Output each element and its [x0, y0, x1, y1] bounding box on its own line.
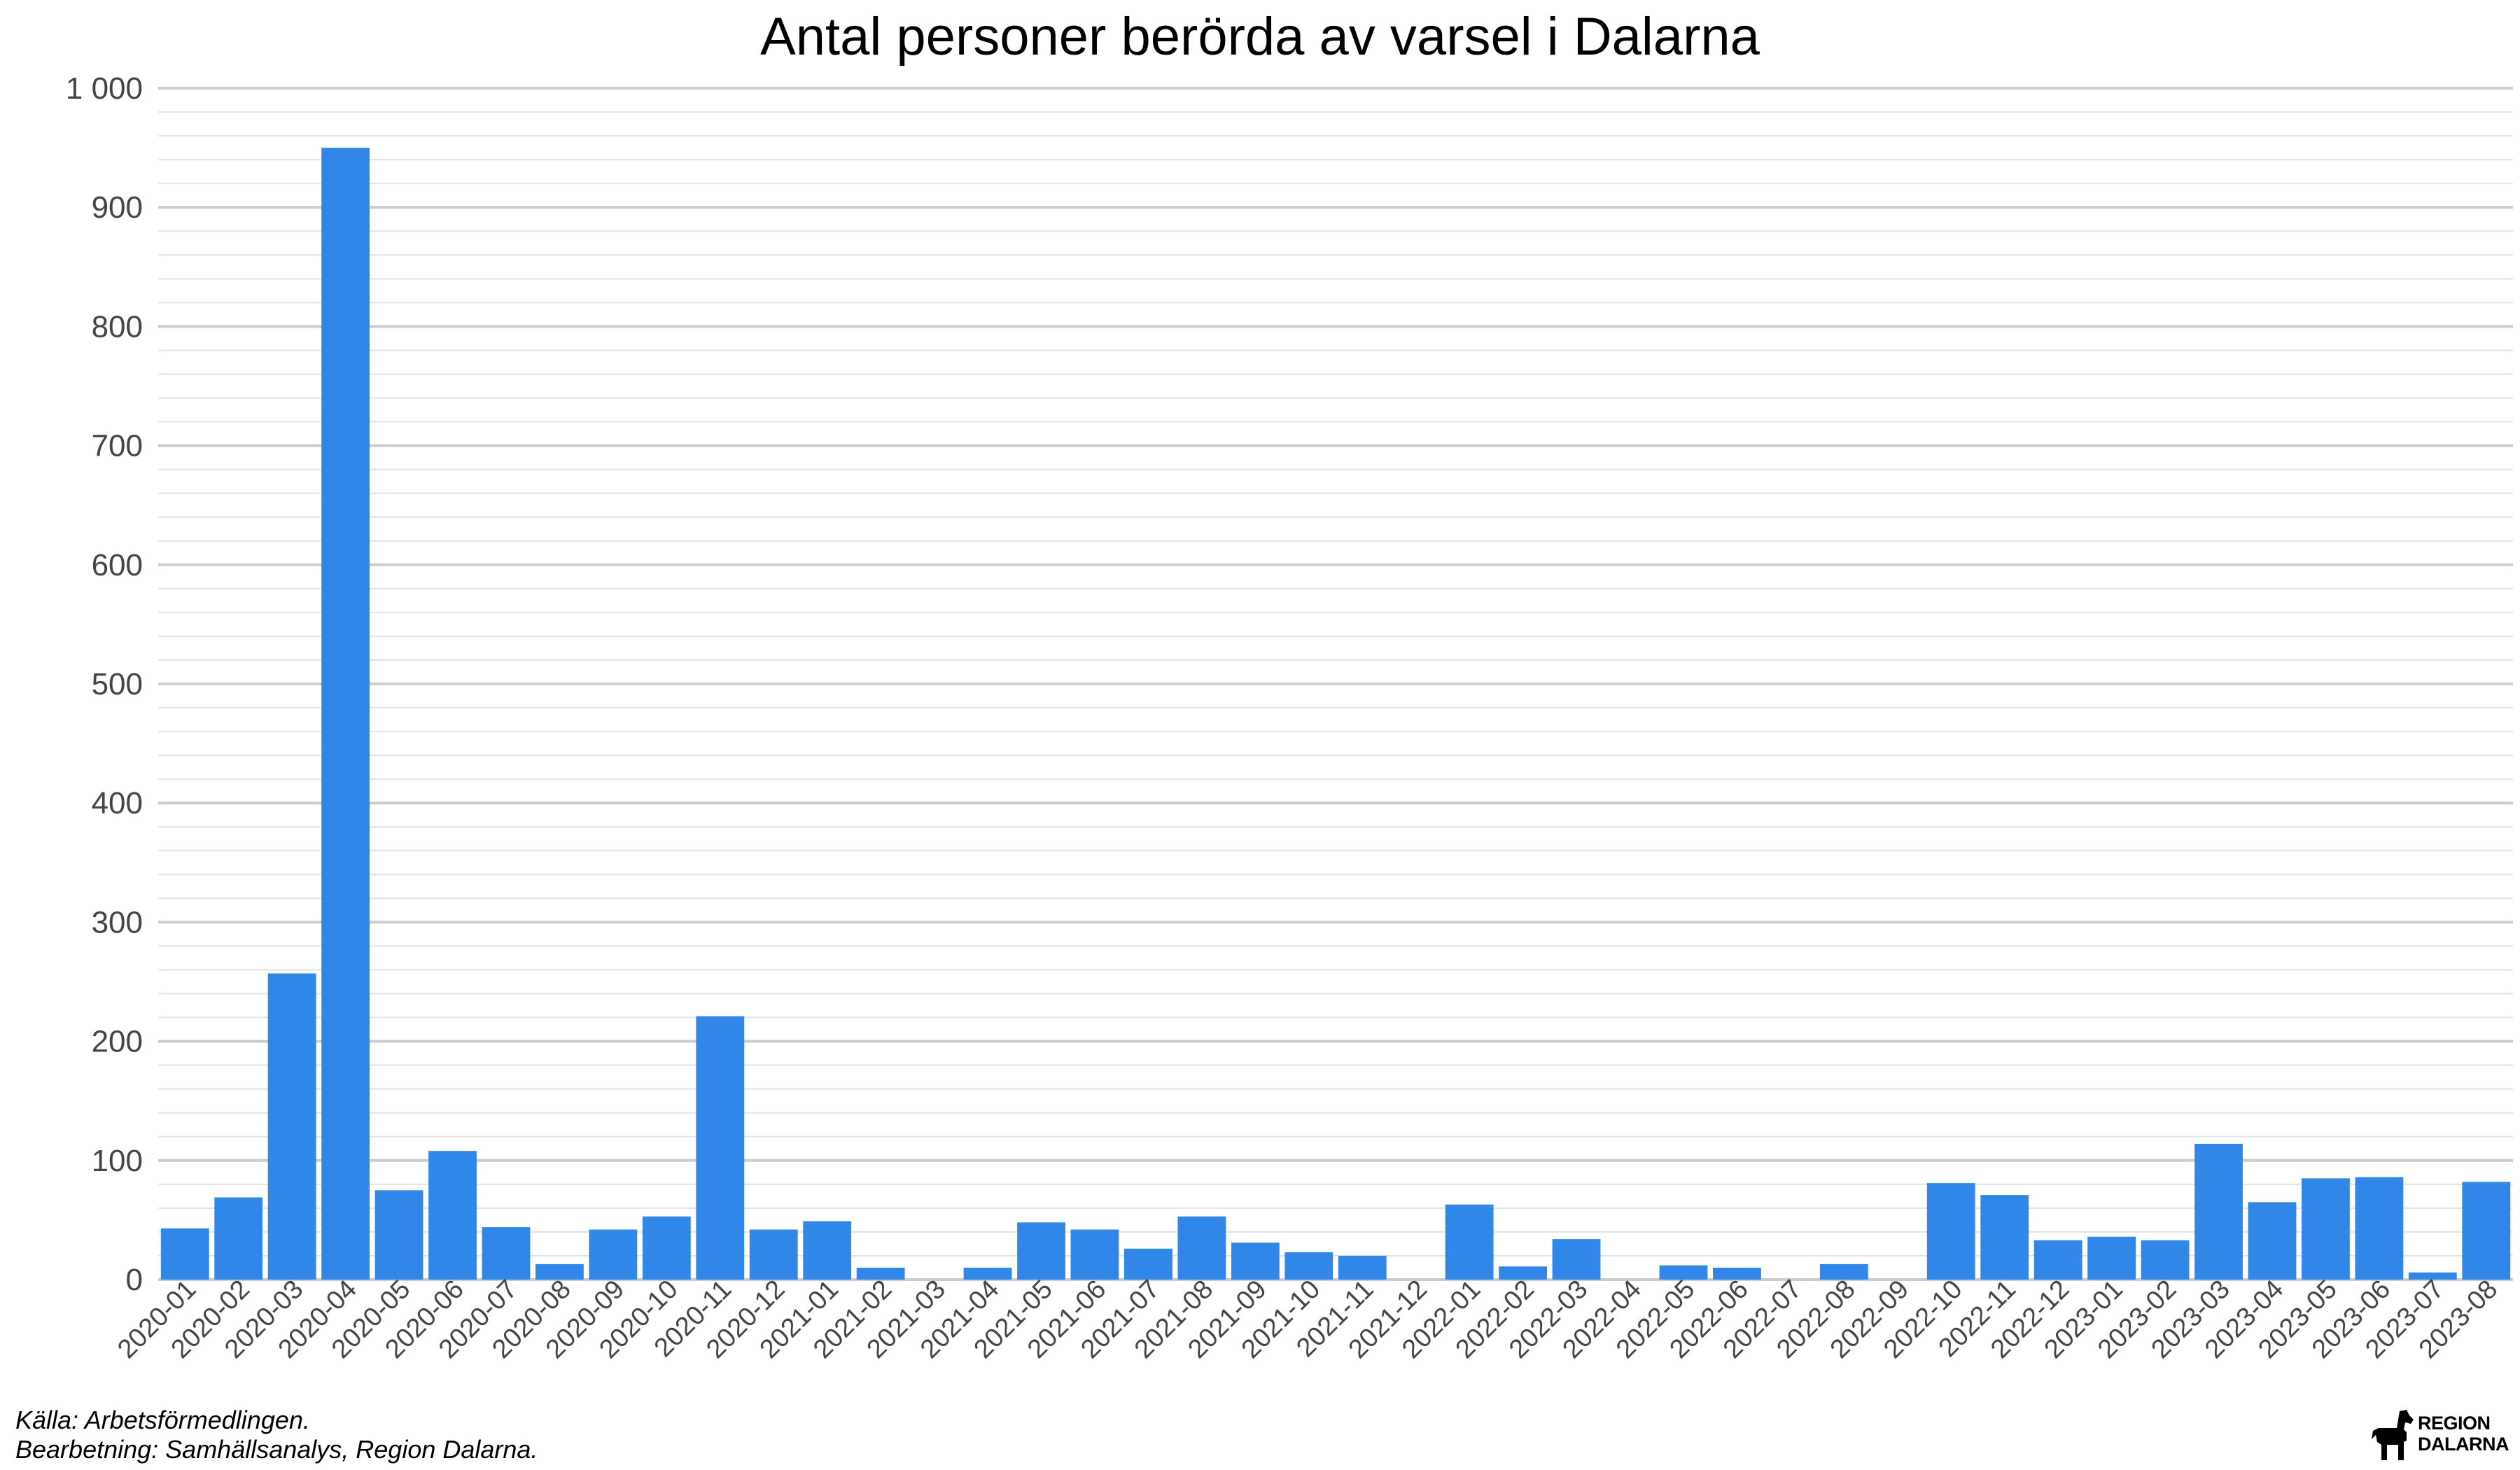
bar-2020-09	[589, 1229, 638, 1280]
y-tick-label: 800	[92, 309, 143, 344]
bar-2020-02	[214, 1197, 263, 1280]
y-tick-label: 600	[92, 548, 143, 582]
bar-2022-06	[1713, 1267, 1761, 1280]
y-tick-label: 1 000	[66, 71, 143, 106]
bar-2021-08	[1177, 1216, 1226, 1280]
y-tick-label: 300	[92, 905, 143, 939]
bar-2022-02	[1499, 1266, 1547, 1280]
bar-2021-01	[803, 1221, 852, 1280]
bar-2022-08	[1819, 1264, 1868, 1280]
bar-2020-06	[428, 1151, 477, 1280]
bar-2022-05	[1659, 1265, 1708, 1280]
bar-2020-01	[160, 1228, 209, 1280]
bar-2023-08	[2462, 1182, 2511, 1280]
bar-2023-04	[2248, 1202, 2297, 1280]
gridlines	[158, 87, 2513, 1281]
y-tick-label: 900	[92, 190, 143, 225]
y-axis-ticks: 0 100 200 300 400 500 600 700 800 900 1 000	[66, 71, 143, 1297]
bar-2022-01	[1445, 1204, 1494, 1280]
bar-2021-02	[856, 1267, 905, 1280]
dala-horse-icon	[2372, 1410, 2414, 1460]
x-axis-ticks: 2020-012020-022020-032020-042020-052020-…	[112, 1275, 2503, 1364]
bar-2020-07	[482, 1227, 531, 1280]
bar-2023-07	[2408, 1272, 2457, 1280]
bar-2023-06	[2355, 1177, 2404, 1280]
bar-2022-11	[1980, 1195, 2029, 1280]
bar-2021-06	[1070, 1229, 1119, 1280]
y-tick-label: 700	[92, 429, 143, 463]
bars	[160, 148, 2511, 1280]
bar-2021-04	[963, 1267, 1012, 1280]
logo-text: REGION DALARNA	[2418, 1413, 2509, 1455]
bar-2023-03	[2194, 1143, 2243, 1280]
bar-2023-01	[2087, 1236, 2136, 1280]
bar-2022-03	[1552, 1239, 1601, 1280]
bar-2020-05	[374, 1190, 424, 1280]
bar-2020-10	[642, 1216, 691, 1280]
bar-2020-03	[267, 973, 316, 1280]
bar-2020-04	[321, 148, 370, 1280]
bar-2022-12	[2033, 1240, 2082, 1280]
region-dalarna-logo: REGION DALARNA	[2372, 1407, 2512, 1463]
y-tick-label: 400	[92, 786, 143, 820]
bar-2021-07	[1124, 1248, 1172, 1280]
bar-2021-09	[1231, 1242, 1280, 1280]
y-tick-label: 0	[126, 1263, 143, 1297]
bar-2020-12	[749, 1229, 798, 1280]
bar-2022-10	[1926, 1183, 1975, 1280]
bar-2021-11	[1338, 1255, 1387, 1280]
y-tick-label: 500	[92, 667, 143, 701]
y-tick-label: 100	[92, 1144, 143, 1178]
bar-2023-02	[2141, 1240, 2190, 1280]
bar-2023-05	[2302, 1178, 2350, 1280]
bar-2021-10	[1284, 1252, 1334, 1280]
processing-note: Bearbetning: Samhällsanalys, Region Dala…	[15, 1435, 538, 1464]
bar-2020-11	[696, 1016, 745, 1280]
bar-2020-08	[536, 1264, 584, 1280]
y-tick-label: 200	[92, 1025, 143, 1059]
bar-2021-05	[1017, 1222, 1065, 1280]
chart-title: Antal personer berörda av varsel i Dalar…	[760, 7, 1760, 66]
source-note: Källa: Arbetsförmedlingen.	[15, 1406, 310, 1434]
